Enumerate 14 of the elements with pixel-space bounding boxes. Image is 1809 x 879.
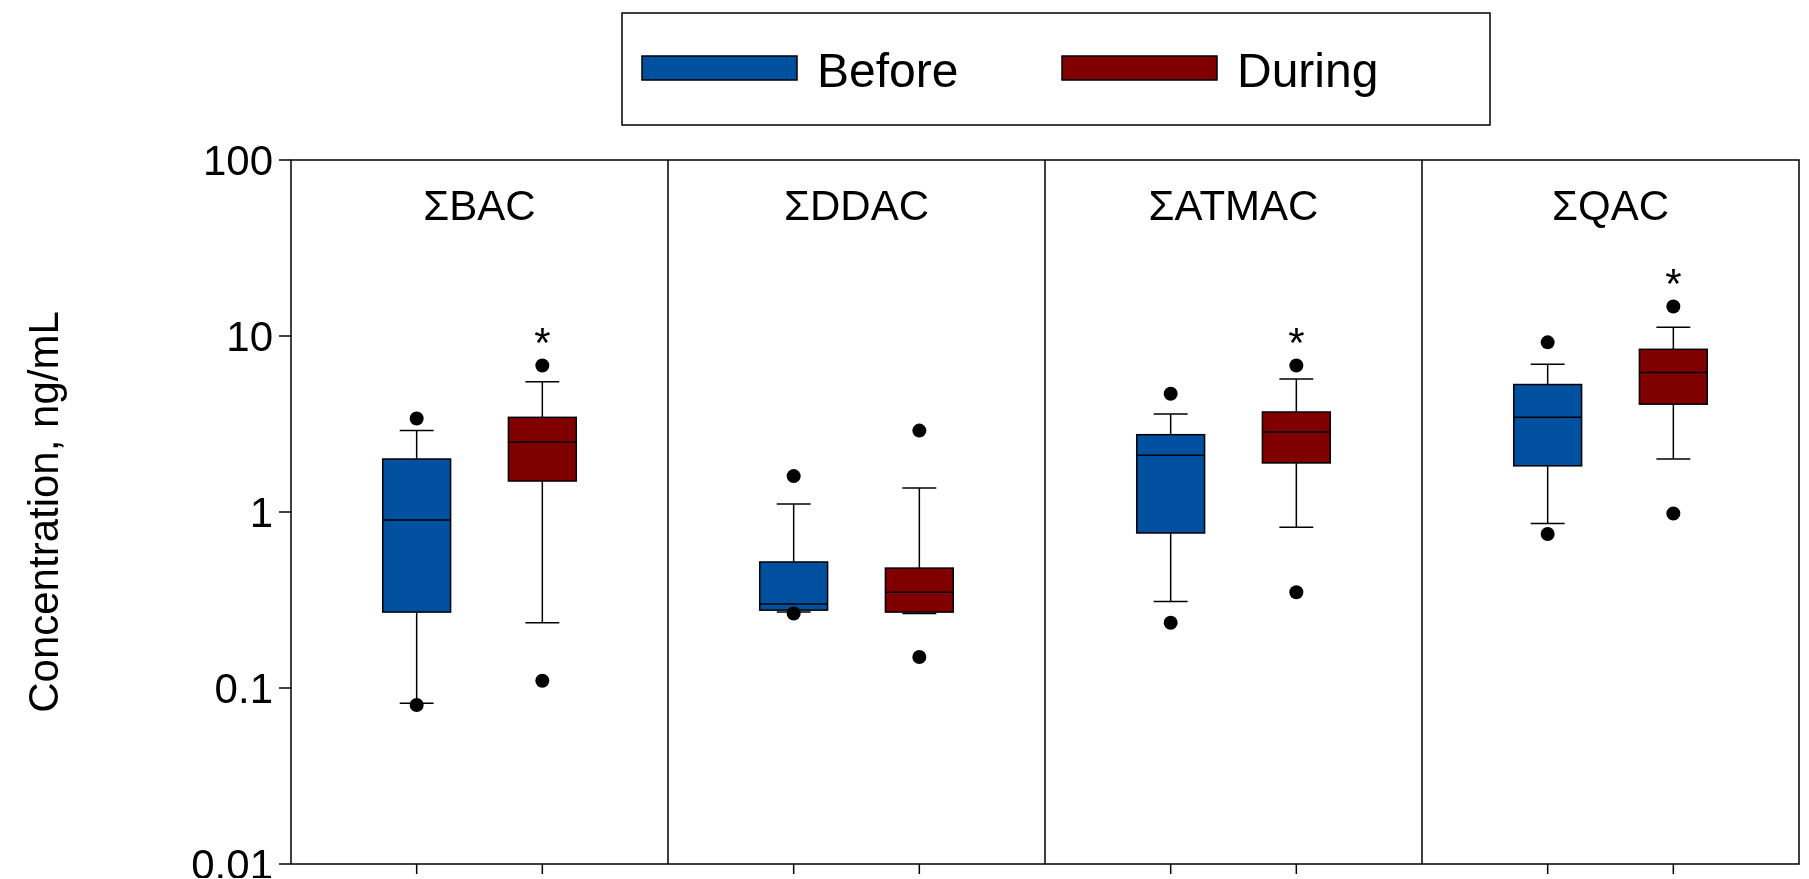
legend-label: Before: [817, 43, 959, 97]
y-tick-label: 100: [202, 136, 273, 184]
x-tick-label: ΣATMAC: [1148, 182, 1319, 229]
x-tick-label: ΣBAC: [423, 182, 536, 229]
annotation: *: [1665, 259, 1682, 307]
y-tick-label: 1: [249, 488, 273, 536]
annotation: *: [1288, 318, 1305, 366]
y-tick-label: 10: [226, 312, 273, 360]
y-axis-title: Concentration, ng/mL: [20, 311, 67, 713]
x-tick-label: ΣDDAC: [784, 182, 929, 229]
annotation: *: [534, 318, 551, 366]
y-tick-label: 0.1: [214, 664, 273, 712]
legend-label: During: [1237, 43, 1379, 97]
x-tick-label: ΣQAC: [1552, 182, 1669, 229]
